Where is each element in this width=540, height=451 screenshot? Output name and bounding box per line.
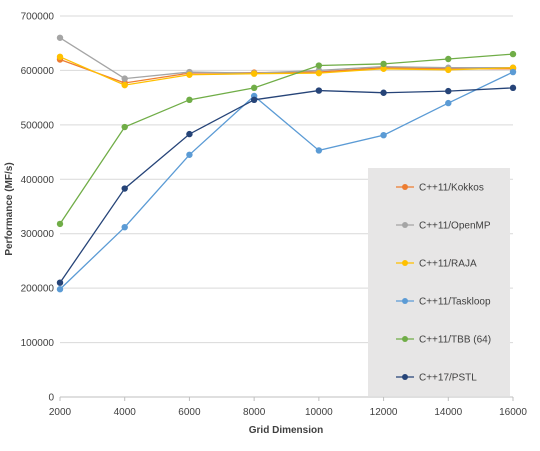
legend-item: C++11/Taskloop <box>396 297 491 308</box>
data-point <box>186 130 193 138</box>
data-point <box>315 62 323 69</box>
x-tick-label: 16000 <box>499 407 527 418</box>
data-point <box>445 87 452 95</box>
legend-label: C++11/OpenMP <box>419 221 491 232</box>
data-point <box>315 147 323 154</box>
legend-marker <box>402 222 408 228</box>
legend-marker <box>402 336 408 342</box>
data-point <box>380 131 387 139</box>
y-tick-label: 200000 <box>21 284 55 295</box>
data-point <box>445 55 452 63</box>
data-point <box>250 84 258 92</box>
legend-item: C++11/TBB (64) <box>396 335 491 346</box>
x-tick-label: 4000 <box>114 407 137 418</box>
data-point <box>121 185 128 192</box>
series-group <box>56 34 517 293</box>
series-line <box>59 56 514 86</box>
legend-label: C++11/TBB (64) <box>419 335 491 346</box>
x-tick-label: 10000 <box>305 407 333 418</box>
series-line <box>59 87 514 284</box>
data-point <box>315 87 323 94</box>
data-point <box>250 96 258 104</box>
y-axis-title: Performance (MF/s) <box>4 162 15 255</box>
legend-item: C++11/Kokkos <box>396 183 484 194</box>
data-point <box>380 60 387 68</box>
data-point <box>121 123 128 131</box>
legend-label: C++11/Kokkos <box>419 183 484 194</box>
legend-background <box>368 168 510 396</box>
data-point <box>250 70 258 77</box>
legend-marker <box>402 184 408 190</box>
y-tick-label: 700000 <box>21 12 55 23</box>
data-point <box>186 71 193 78</box>
y-tick-label: 0 <box>48 393 54 404</box>
data-point <box>56 279 64 286</box>
data-point <box>56 220 64 228</box>
legend-item: C++11/RAJA <box>396 259 477 270</box>
data-point <box>445 99 452 107</box>
series-line <box>59 71 514 290</box>
data-point <box>121 223 128 231</box>
data-point <box>186 96 193 104</box>
data-point <box>380 89 387 96</box>
series-line <box>59 53 514 225</box>
series-c-11-tbb-64 <box>56 50 517 228</box>
data-point <box>509 50 517 58</box>
x-tick-label: 14000 <box>434 407 462 418</box>
y-tick-label: 400000 <box>21 175 55 186</box>
x-tick-label: 2000 <box>49 407 72 418</box>
x-axis-title: Grid Dimension <box>249 425 323 436</box>
legend-item: C++11/OpenMP <box>396 221 491 232</box>
axes: 0 100000 200000 300000 400000 500000 600000 700… <box>21 12 528 419</box>
y-tick-label: 300000 <box>21 229 55 240</box>
series-line <box>59 37 513 80</box>
data-point <box>56 286 64 293</box>
data-point <box>509 68 517 76</box>
legend: C++11/Kokkos C++11/OpenMP C++11/RAJA C++11/… <box>368 168 510 396</box>
legend-marker <box>402 298 408 304</box>
legend-label: C++11/RAJA <box>419 259 477 270</box>
series-c-17-pstl <box>56 84 517 286</box>
y-tick-label: 100000 <box>21 338 55 349</box>
data-point <box>186 151 193 158</box>
legend-label: C++11/Taskloop <box>419 297 491 308</box>
legend-label: C++17/PSTL <box>419 373 477 384</box>
x-tick-label: 8000 <box>243 407 266 418</box>
legend-item: C++17/PSTL <box>396 373 477 384</box>
data-point <box>121 75 128 82</box>
x-tick-label: 12000 <box>370 407 398 418</box>
y-tick-label: 600000 <box>21 66 55 77</box>
legend-marker <box>402 374 408 380</box>
data-point <box>445 66 452 74</box>
data-point <box>315 69 323 77</box>
y-tick-label: 500000 <box>21 120 55 131</box>
data-point <box>380 65 387 72</box>
data-point <box>509 84 517 92</box>
x-tick-label: 6000 <box>178 407 201 418</box>
data-point <box>121 81 128 89</box>
data-point <box>56 53 64 61</box>
data-point <box>56 34 64 41</box>
legend-marker <box>402 260 408 266</box>
series-c-11-raja <box>56 53 517 89</box>
